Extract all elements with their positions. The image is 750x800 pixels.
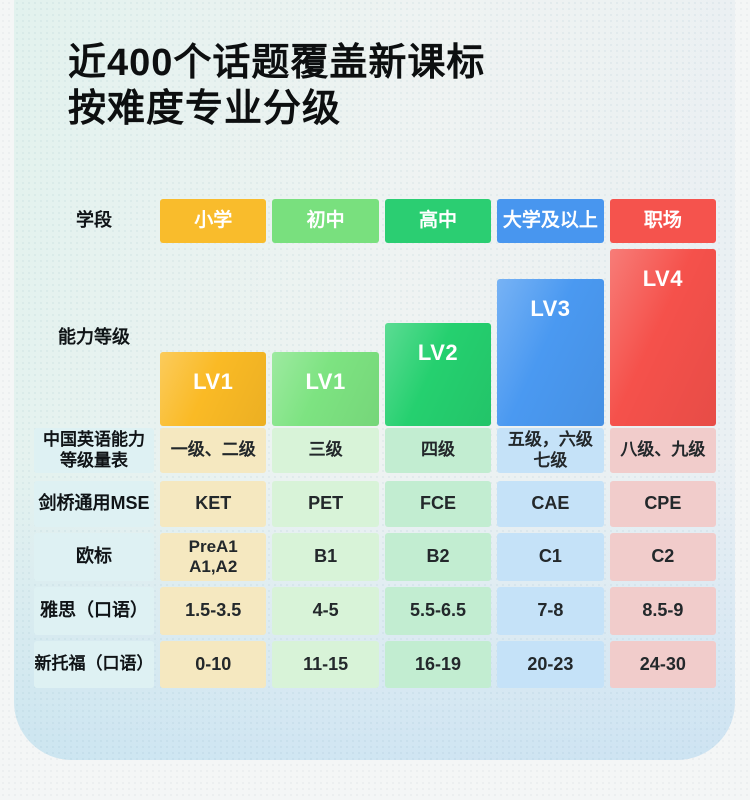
mse-cell-2: FCE: [384, 481, 492, 527]
table-row-toefl: 新托福（口语） 0-10 11-15 16-19 20-23 24-30: [34, 641, 717, 688]
row-label-level: 能力等级: [58, 326, 130, 347]
level-bar-label-4: LV4: [642, 266, 683, 291]
mse-cell-1: PET: [272, 481, 379, 527]
level-bar-label-2: LV2: [417, 340, 459, 365]
mse-cell-3: CAE: [497, 481, 604, 527]
level-bar-label-3: LV3: [530, 296, 571, 321]
table-row-stage: 学段 小学 初中 高中 大学及以上 职场: [34, 199, 717, 243]
ielts-cell-1: 4-5: [272, 587, 379, 635]
row-label-cse: 中国英语能力 等级量表: [34, 428, 154, 473]
level-bar-1: LV1: [272, 352, 379, 426]
toefl-cell-1: 11-15: [272, 641, 379, 688]
cefr-cell-1: B1: [272, 533, 379, 581]
level-bar-label-0: LV1: [193, 369, 234, 394]
page-title: 近400个话题覆盖新课标 按难度专业分级: [68, 40, 628, 133]
cefr-cell-0: PreA1 A1,A2: [160, 533, 267, 581]
cefr-cell-3: C1: [497, 533, 604, 581]
cse-cell-0: 一级、二级: [160, 428, 267, 473]
level-bar-slot-1: LV1: [272, 249, 379, 426]
cefr-cell-2: B2: [384, 533, 492, 581]
level-bar-slot-4: LV4: [609, 249, 717, 426]
level-bar-slot-2: LV2: [384, 249, 492, 426]
level-bar-slot-3: LV3: [497, 249, 604, 426]
table-row-ielts: 雅思（口语） 1.5-3.5 4-5 5.5-6.5 7-8 8.5-9: [34, 587, 717, 635]
stage-cell-junior: 初中: [272, 199, 379, 243]
table-row-cse: 中国英语能力 等级量表 一级、二级 三级 四级 五级，六级 七级 八级、九级: [34, 428, 717, 473]
cse-cell-1: 三级: [272, 428, 379, 473]
row-label-ielts: 雅思（口语）: [34, 587, 154, 635]
row-label-toefl: 新托福（口语）: [34, 641, 154, 688]
ielts-cell-2: 5.5-6.5: [384, 587, 492, 635]
toefl-cell-3: 20-23: [497, 641, 604, 688]
level-bar-label-1: LV1: [305, 369, 346, 394]
title-line-1: 近400个话题覆盖新课标: [68, 42, 486, 84]
table-row-level: 能力等级 LV1 LV1 LV2 LV3 LV4: [34, 249, 717, 426]
title-line-2: 按难度专业分级: [68, 88, 342, 131]
cefr-cell-4: C2: [609, 533, 717, 581]
stage-cell-senior: 高中: [384, 199, 492, 243]
toefl-cell-2: 16-19: [384, 641, 492, 688]
ielts-cell-4: 8.5-9: [609, 587, 717, 635]
cse-cell-2: 四级: [384, 428, 492, 473]
row-label-cefr: 欧标: [34, 533, 154, 581]
ielts-cell-3: 7-8: [497, 587, 604, 635]
toefl-cell-4: 24-30: [609, 641, 717, 688]
mse-cell-0: KET: [160, 481, 267, 527]
stage-cell-workplace: 职场: [609, 199, 717, 243]
level-bar-slot-0: LV1: [160, 249, 267, 426]
table-row-mse: 剑桥通用MSE KET PET FCE CAE CPE: [34, 481, 717, 527]
row-label-stage: 学段: [76, 210, 112, 231]
level-bar-0: LV1: [160, 352, 267, 426]
level-bar-4: LV4: [609, 249, 717, 426]
mse-cell-4: CPE: [609, 481, 717, 527]
stage-cell-primary: 小学: [160, 199, 267, 243]
ielts-cell-0: 1.5-3.5: [160, 587, 267, 635]
table-row-cefr: 欧标 PreA1 A1,A2 B1 B2 C1 C2: [34, 533, 717, 581]
toefl-cell-0: 0-10: [160, 641, 267, 688]
cse-cell-4: 八级、九级: [609, 428, 717, 473]
level-bar-3: LV3: [497, 279, 604, 426]
level-bar-2: LV2: [384, 323, 492, 426]
cse-cell-3: 五级，六级 七级: [497, 428, 604, 473]
row-label-mse: 剑桥通用MSE: [34, 481, 154, 527]
stage-cell-university: 大学及以上: [497, 199, 604, 243]
